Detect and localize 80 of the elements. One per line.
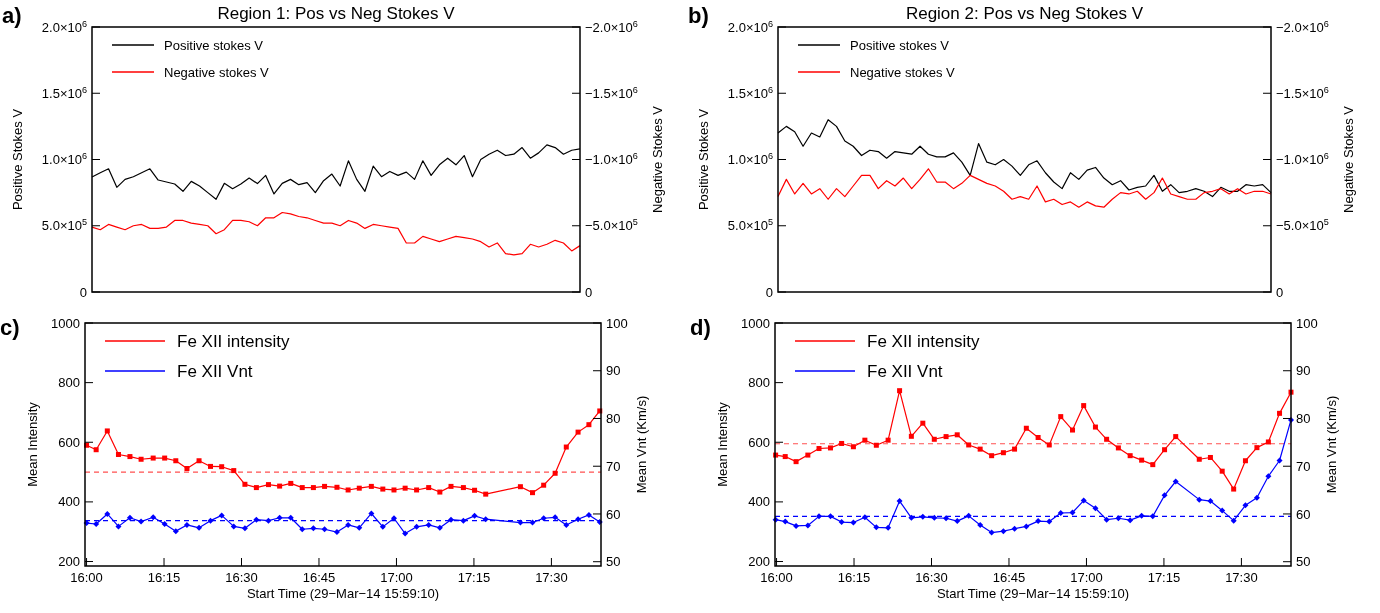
- x-tick-label: 17:00: [380, 570, 413, 585]
- y-tick-label: 1.0×10$^{6}$: [41, 151, 87, 168]
- legend-label: Positive stokes V: [850, 37, 950, 53]
- y-axis-title: Mean Intensity: [25, 401, 40, 487]
- y-tick-label: 800: [748, 375, 770, 391]
- legend-label: Negative stokes V: [850, 64, 956, 80]
- x-tick-label: 16:30: [225, 570, 258, 585]
- y-tick-label: 200: [58, 554, 80, 570]
- x-tick-label: 16:45: [302, 570, 336, 585]
- y-axis-title: Mean Intensity: [715, 401, 730, 487]
- y-tick-label: 2.0×10$^{6}$: [41, 18, 87, 35]
- text: a): [2, 3, 22, 28]
- y-tick-label: 1.5×10$^{6}$: [727, 84, 773, 101]
- x-tick-label: 17:15: [457, 570, 491, 585]
- y-tick-label: 1000: [51, 315, 80, 331]
- chart-title: Region 2: Pos vs Neg Stokes V: [905, 4, 1144, 23]
- legend-label: Negative stokes V: [164, 64, 270, 80]
- legend-label: Fe XII Vnt: [867, 361, 943, 381]
- y2-tick-label: −2.0×10$^{6}$: [1276, 18, 1329, 35]
- x-tick-label: 16:00: [760, 570, 793, 585]
- y-tick-label: 0: [79, 284, 87, 300]
- y2-tick-label: 60: [606, 506, 621, 522]
- y2-tick-label: −5.0×10$^{5}$: [585, 217, 638, 234]
- x-tick-label: 16:00: [70, 570, 103, 585]
- x-axis-title: Start Time (29−Mar−14 15:59:10): [936, 586, 1130, 601]
- y2-axis-title: Negative Stokes V: [1341, 105, 1356, 213]
- x-tick-label: 17:00: [1070, 570, 1103, 585]
- y2-tick-label: −1.5×10$^{6}$: [1276, 84, 1329, 101]
- y-tick-label: 0: [765, 284, 773, 300]
- text: d): [690, 315, 711, 340]
- y2-tick-label: 90: [606, 363, 621, 379]
- y-tick-label: 1000: [741, 315, 770, 331]
- y2-axis-title: Mean Vnt (Km/s): [1324, 395, 1339, 494]
- x-tick-label: 16:15: [147, 570, 181, 585]
- y2-axis-title: Mean Vnt (Km/s): [634, 395, 649, 494]
- y2-tick-label: 0: [585, 284, 593, 300]
- y-tick-label: 400: [58, 494, 80, 510]
- x-tick-label: 17:15: [1147, 570, 1181, 585]
- y2-tick-label: 100: [1296, 315, 1318, 331]
- y-tick-label: 5.0×10$^{5}$: [41, 217, 87, 234]
- y-tick-label: 2.0×10$^{6}$: [727, 18, 773, 35]
- text: b): [688, 3, 709, 28]
- y2-tick-label: 100: [606, 315, 628, 331]
- y2-tick-label: −5.0×10$^{5}$: [1276, 217, 1329, 234]
- text: c): [0, 315, 20, 340]
- y-tick-label: 1.0×10$^{6}$: [727, 151, 773, 168]
- y-tick-label: 1.5×10$^{6}$: [41, 84, 87, 101]
- x-tick-label: 17:30: [535, 570, 568, 585]
- x-tick-label: 16:15: [837, 570, 871, 585]
- y-tick-label: 800: [58, 375, 80, 391]
- legend-label: Fe XII intensity: [177, 331, 290, 351]
- y2-tick-label: 80: [606, 411, 621, 427]
- legend-label: Fe XII Vnt: [177, 361, 253, 381]
- y-axis-title: Positive Stokes V: [10, 108, 25, 211]
- y-axis-title: Positive Stokes V: [696, 108, 711, 211]
- legend-label: Fe XII intensity: [867, 331, 980, 351]
- x-axis-title: Start Time (29−Mar−14 15:59:10): [246, 586, 440, 601]
- y2-tick-label: −1.5×10$^{6}$: [585, 84, 638, 101]
- y2-tick-label: 50: [1296, 554, 1311, 570]
- y2-tick-label: −1.0×10$^{6}$: [585, 151, 638, 168]
- y-tick-label: 600: [58, 434, 80, 450]
- y-tick-label: 200: [748, 554, 770, 570]
- y2-tick-label: −1.0×10$^{6}$: [1276, 151, 1329, 168]
- x-tick-label: 17:30: [1225, 570, 1258, 585]
- y2-tick-label: 70: [606, 458, 621, 474]
- y2-axis-title: Negative Stokes V: [650, 105, 665, 213]
- x-tick-label: 16:45: [992, 570, 1026, 585]
- y2-tick-label: 0: [1276, 284, 1284, 300]
- y-tick-label: 400: [748, 494, 770, 510]
- chart-title: Region 1: Pos vs Neg Stokes V: [217, 4, 456, 23]
- y-tick-label: 600: [748, 434, 770, 450]
- y2-tick-label: −2.0×10$^{6}$: [585, 18, 638, 35]
- y2-tick-label: 70: [1296, 458, 1311, 474]
- y-tick-label: 5.0×10$^{5}$: [727, 217, 773, 234]
- y2-tick-label: 50: [606, 554, 621, 570]
- y2-tick-label: 60: [1296, 506, 1311, 522]
- y2-tick-label: 80: [1296, 411, 1311, 427]
- legend-label: Positive stokes V: [164, 37, 264, 53]
- x-tick-label: 16:30: [915, 570, 948, 585]
- y2-tick-label: 90: [1296, 363, 1311, 379]
